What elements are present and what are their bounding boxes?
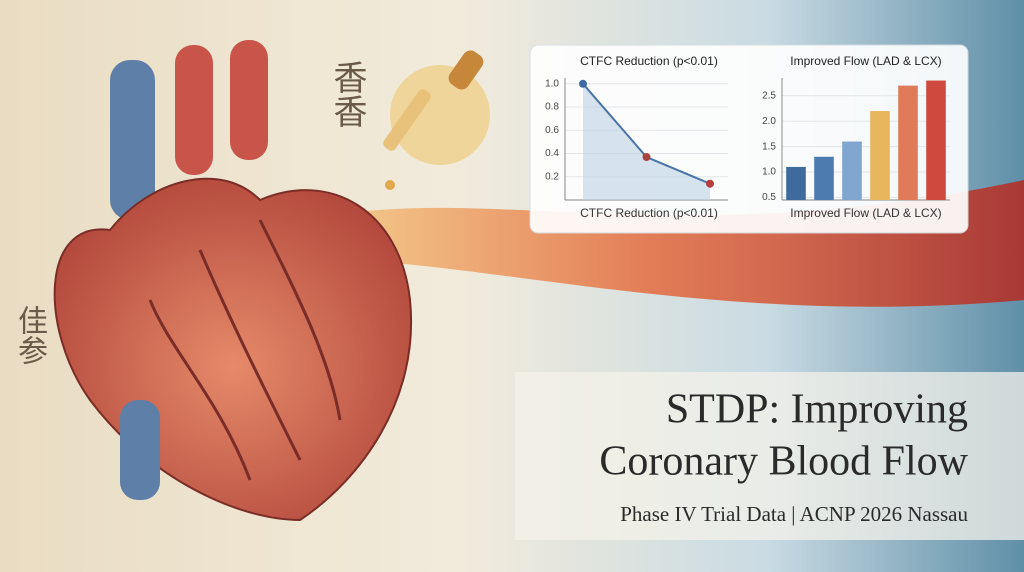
- y-tick-label: 0.8: [545, 102, 559, 113]
- bar: [898, 85, 918, 200]
- bar: [842, 141, 862, 200]
- point: [706, 179, 714, 188]
- calligraphy: 佳参: [12, 305, 47, 365]
- subtitle: Phase IV Trial Data | ACNP 2026 Nassau: [620, 502, 968, 526]
- chart-title: Improved Flow (LAD & LCX): [790, 54, 941, 68]
- heart-illustration: [53, 40, 413, 522]
- bar: [814, 156, 834, 200]
- y-tick-label: 1.0: [545, 78, 559, 89]
- y-tick-label: 0.2: [545, 171, 559, 182]
- title: STDP: Improving: [666, 387, 968, 433]
- x-axis-label: Improved Flow (LAD & LCX): [790, 206, 941, 220]
- y-tick-label: 2.0: [762, 116, 776, 127]
- title: Coronary Blood Flow: [599, 439, 968, 485]
- y-tick-label: 2.5: [762, 90, 776, 101]
- point: [579, 79, 587, 88]
- calligraphy: 香香: [327, 60, 367, 128]
- y-tick-label: 0.6: [545, 125, 559, 136]
- bar: [926, 80, 946, 200]
- chart-title: CTFC Reduction (p<0.01): [580, 54, 718, 68]
- title-panel: [515, 372, 1024, 540]
- point: [642, 153, 651, 162]
- x-axis-label: CTFC Reduction (p<0.01): [580, 206, 718, 220]
- dropper: [383, 50, 490, 190]
- y-tick-label: 0.5: [762, 192, 776, 203]
- y-tick-label: 1.5: [762, 141, 776, 152]
- y-tick-label: 1.0: [762, 167, 776, 178]
- bar: [870, 111, 890, 200]
- y-tick-label: 0.4: [545, 148, 559, 159]
- bar: [786, 166, 806, 200]
